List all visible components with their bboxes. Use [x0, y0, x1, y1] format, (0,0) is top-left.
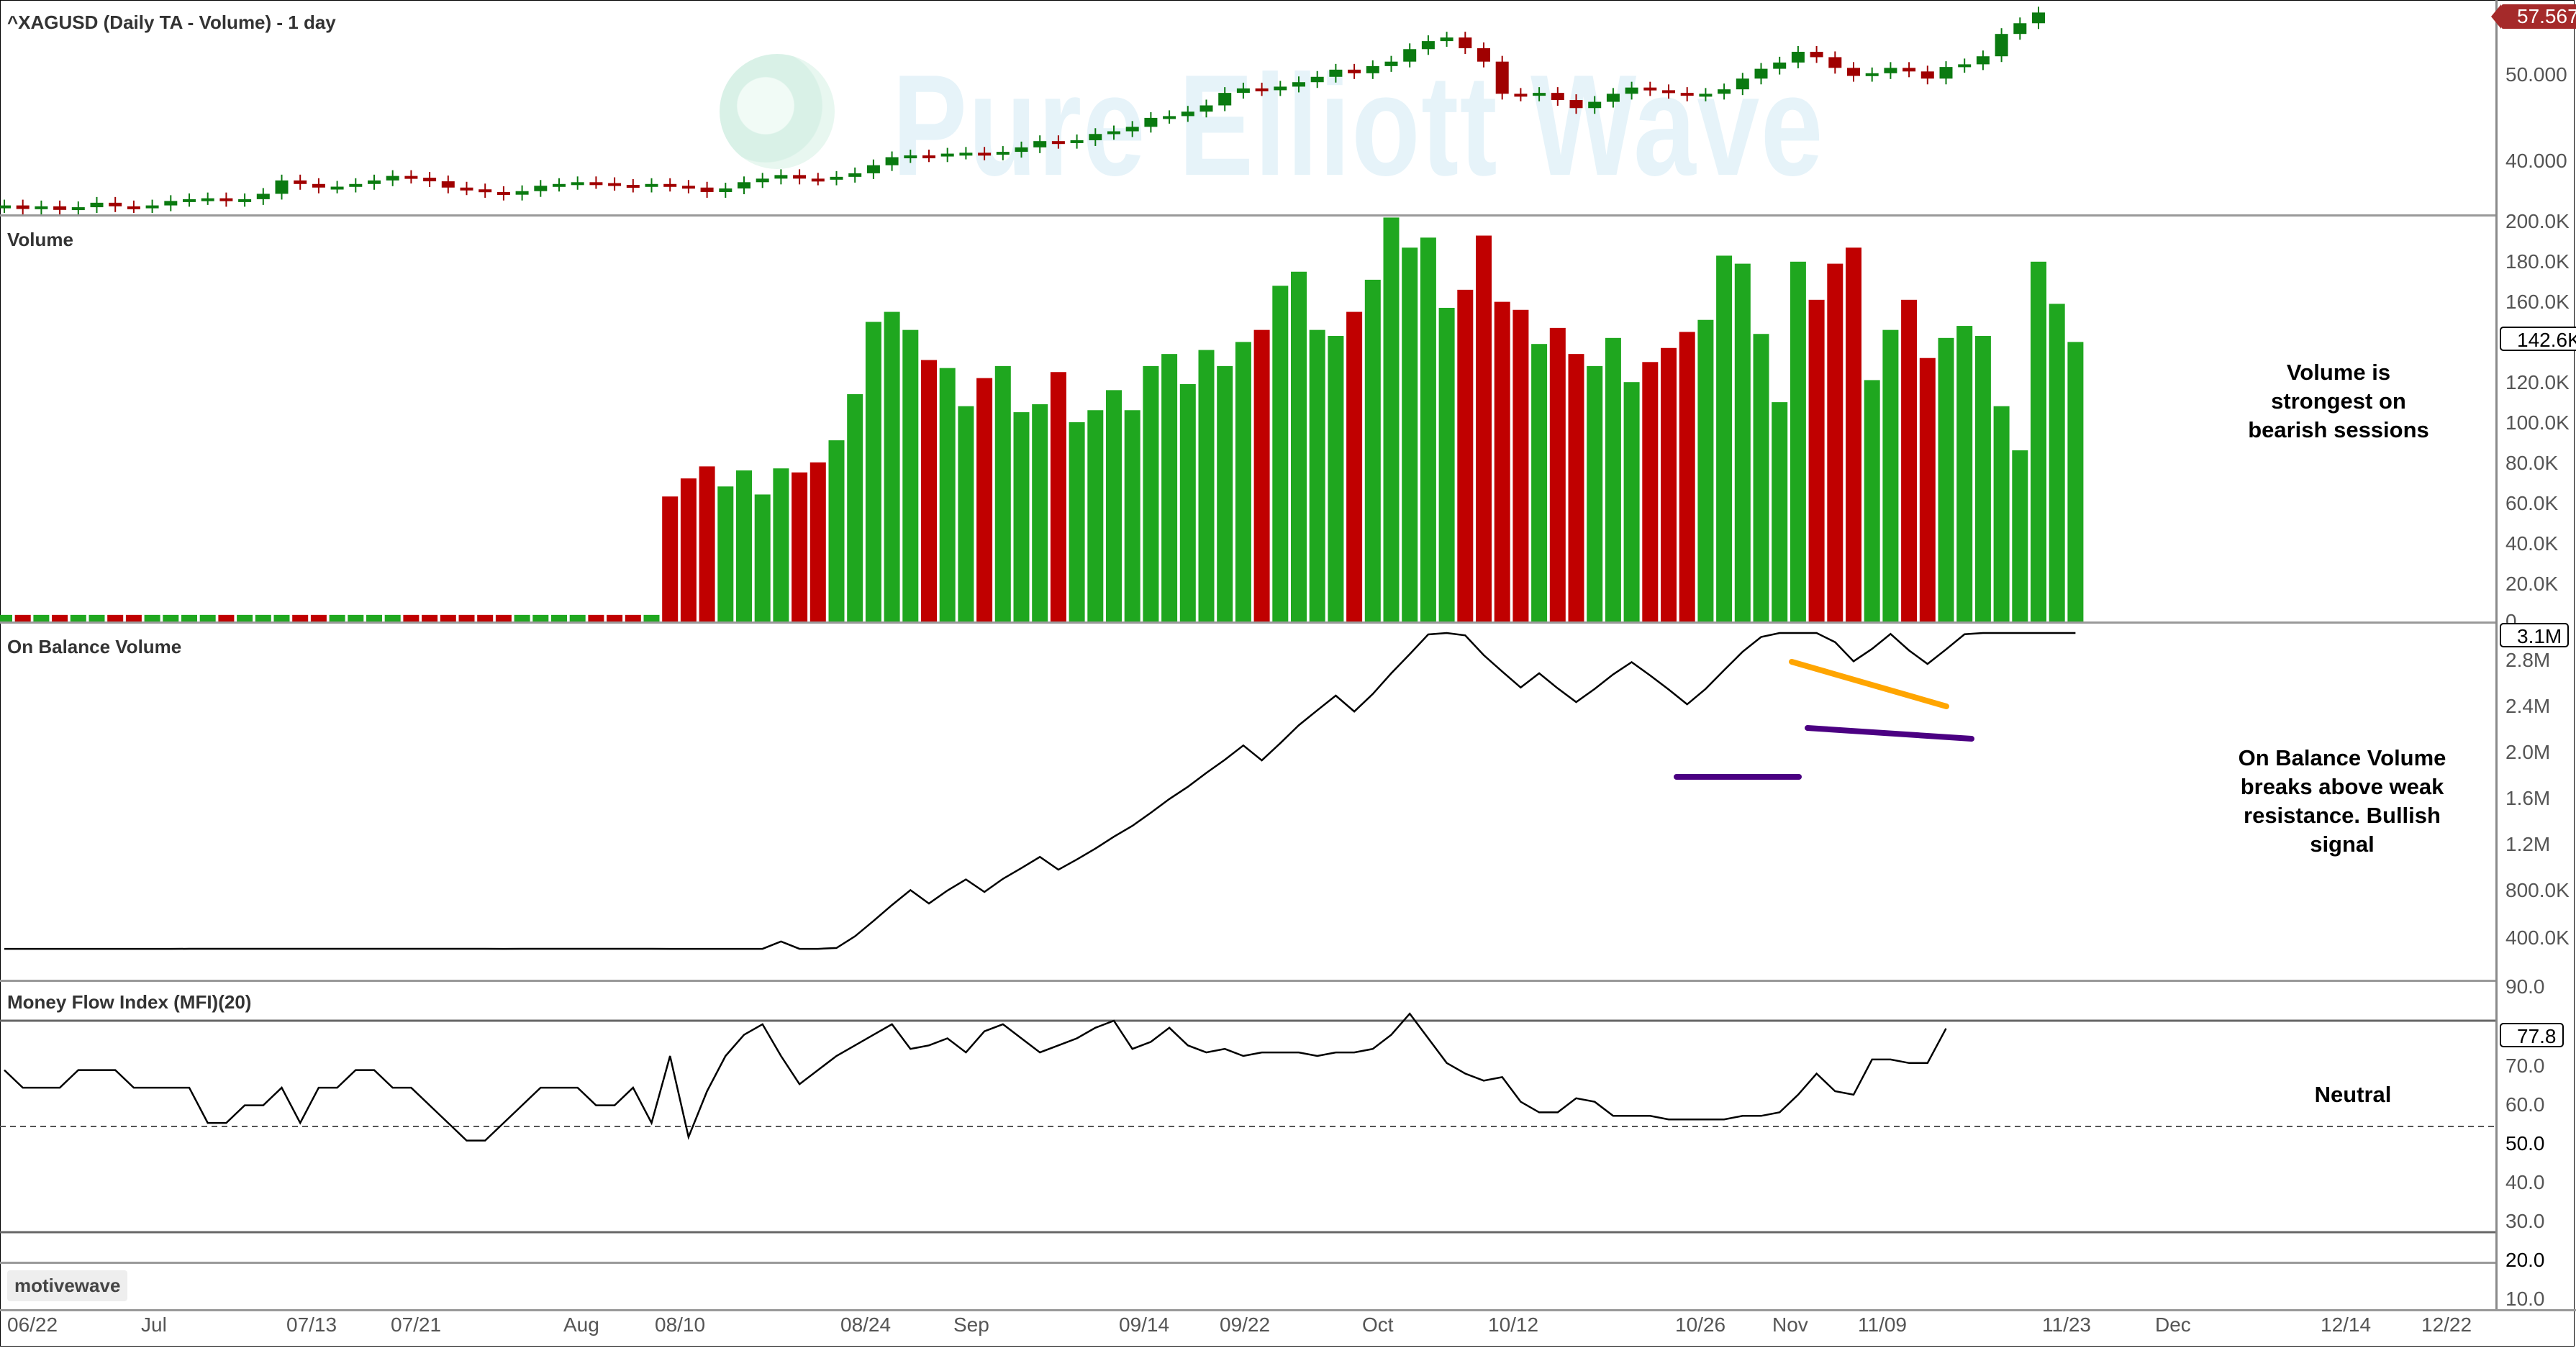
- volume-tick: 20.0K: [2505, 573, 2559, 595]
- chart-title: ^XAGUSD (Daily TA - Volume) - 1 day: [7, 12, 336, 33]
- date-label: 08/24: [840, 1313, 892, 1336]
- volume-tick: 100.0K: [2505, 411, 2570, 434]
- mfi-tick: 70.0: [2505, 1055, 2545, 1077]
- obv-tick: 2.4M: [2505, 695, 2551, 717]
- price-volume-divider[interactable]: [0, 214, 2495, 217]
- date-label: 11/09: [1858, 1313, 1907, 1336]
- mfi-annotation: Neutral: [2314, 1082, 2392, 1107]
- date-label: 11/23: [2042, 1313, 2091, 1336]
- obv-tick: 2.8M: [2505, 649, 2551, 671]
- last-mfi-badge: 77.8: [2500, 1023, 2564, 1047]
- date-label: Dec: [2155, 1313, 2191, 1336]
- obv-tick: 800.0K: [2505, 879, 2570, 901]
- mfi-bottom-divider: [0, 1262, 2495, 1264]
- date-label: Sep: [953, 1313, 989, 1336]
- volume-panel-label: Volume: [7, 229, 73, 250]
- watermark-logo-icon: [720, 54, 835, 169]
- date-label: 09/22: [1220, 1313, 1271, 1336]
- price-tick: 50.000: [2505, 63, 2567, 86]
- date-label: 08/10: [655, 1313, 706, 1336]
- volume-annotation: Volume is strongest on bearish sessions: [2248, 360, 2429, 442]
- volume-tick: 80.0K: [2505, 452, 2559, 474]
- last-obv-badge: 3.1M: [2500, 623, 2570, 647]
- date-label: 10/12: [1488, 1313, 1539, 1336]
- mfi-tick: 10.0: [2505, 1288, 2545, 1310]
- volume-tick: 200.0K: [2505, 210, 2570, 232]
- date-label: 10/26: [1675, 1313, 1726, 1336]
- obv-tick: 2.0M: [2505, 741, 2551, 763]
- date-label: 09/14: [1119, 1313, 1170, 1336]
- price-tick: 40.000: [2505, 150, 2567, 172]
- value-axis[interactable]: [2495, 0, 2576, 1309]
- date-label: 07/13: [286, 1313, 337, 1336]
- date-label: Aug: [563, 1313, 599, 1336]
- mfi-panel-label: Money Flow Index (MFI)(20): [7, 991, 252, 1013]
- chart-canvas[interactable]: [0, 0, 2495, 1309]
- volume-tick: 40.0K: [2505, 532, 2559, 555]
- date-label: 12/22: [2421, 1313, 2472, 1336]
- volume-tick: 120.0K: [2505, 371, 2570, 393]
- obv-panel-label: On Balance Volume: [7, 636, 182, 657]
- date-label: 07/21: [391, 1313, 442, 1336]
- obv-mfi-divider[interactable]: [0, 980, 2495, 982]
- mfi-tick: 20.0: [2505, 1249, 2545, 1271]
- volume-tick: 160.0K: [2505, 291, 2570, 313]
- date-label: Jul: [141, 1313, 167, 1336]
- mfi-tick: 50.0: [2505, 1132, 2545, 1155]
- date-label: 06/22: [7, 1313, 58, 1336]
- obv-annotation: On Balance Volume breaks above weak resi…: [2238, 745, 2446, 857]
- last-volume-badge: 142.6K: [2500, 327, 2576, 351]
- volume-tick: 180.0K: [2505, 250, 2570, 273]
- obv-tick: 1.2M: [2505, 833, 2551, 855]
- date-label: Oct: [1362, 1313, 1394, 1336]
- motivewave-logo: motivewave: [7, 1270, 128, 1301]
- obv-tick: 1.6M: [2505, 787, 2551, 809]
- volume-tick: 60.0K: [2505, 492, 2559, 514]
- mfi-tick: 90.0: [2505, 975, 2545, 998]
- mfi-tick: 60.0: [2505, 1093, 2545, 1116]
- date-label: Nov: [1772, 1313, 1808, 1336]
- obv-tick: 400.0K: [2505, 926, 2570, 949]
- volume-obv-divider[interactable]: [0, 621, 2495, 624]
- mfi-tick: 30.0: [2505, 1210, 2545, 1232]
- date-label: 12/14: [2321, 1313, 2372, 1336]
- last-price-badge: 57.567: [2491, 4, 2576, 29]
- mfi-tick: 40.0: [2505, 1171, 2545, 1193]
- date-axis-divider: [0, 1309, 2576, 1311]
